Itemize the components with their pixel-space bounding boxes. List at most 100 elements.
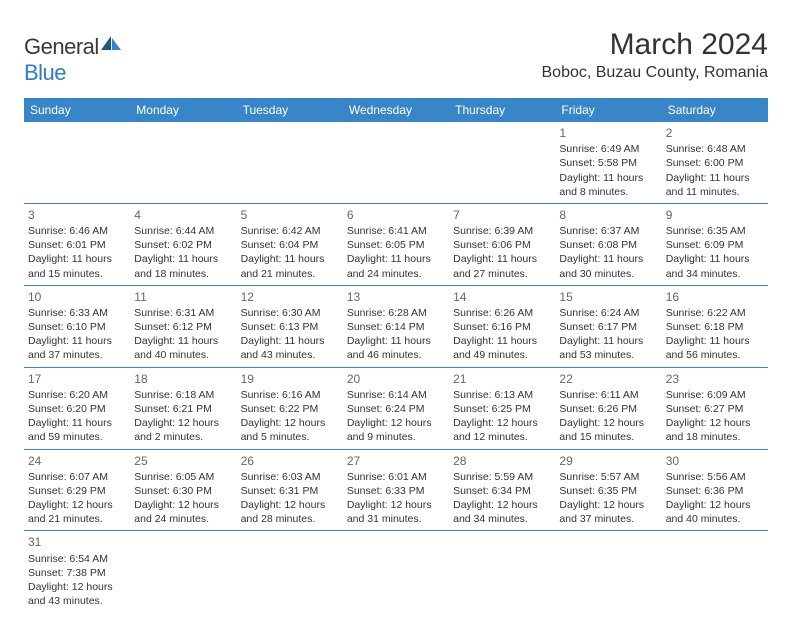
sunrise-line: Sunrise: 6:48 AM [666, 142, 764, 156]
daylight-line: Daylight: 11 hours [347, 334, 445, 348]
sunset-line: Sunset: 7:38 PM [28, 566, 126, 580]
sunrise-line: Sunrise: 6:37 AM [559, 224, 657, 238]
sunrise-line: Sunrise: 6:05 AM [134, 470, 232, 484]
daylight-line: Daylight: 12 hours [559, 416, 657, 430]
sunset-line: Sunset: 6:24 PM [347, 402, 445, 416]
sunset-line: Sunset: 6:17 PM [559, 320, 657, 334]
daylight-line: Daylight: 11 hours [666, 171, 764, 185]
daylight-line: Daylight: 11 hours [28, 334, 126, 348]
weekday-header: Friday [555, 98, 661, 122]
brand-text: GeneralBlue [24, 34, 123, 86]
week-row: 1Sunrise: 6:49 AMSunset: 5:58 PMDaylight… [24, 122, 768, 204]
sunset-line: Sunset: 6:26 PM [559, 402, 657, 416]
daylight-line: Daylight: 11 hours [666, 252, 764, 266]
day-number: 17 [28, 371, 126, 387]
sunrise-line: Sunrise: 6:33 AM [28, 306, 126, 320]
day-cell: 26Sunrise: 6:03 AMSunset: 6:31 PMDayligh… [237, 450, 343, 531]
daylight-line: Daylight: 11 hours [28, 416, 126, 430]
daylight-line: Daylight: 12 hours [347, 498, 445, 512]
sunrise-line: Sunrise: 6:03 AM [241, 470, 339, 484]
day-number: 22 [559, 371, 657, 387]
day-number: 25 [134, 453, 232, 469]
day-number: 7 [453, 207, 551, 223]
day-number: 6 [347, 207, 445, 223]
daylight-line: Daylight: 12 hours [453, 416, 551, 430]
daylight-line: Daylight: 11 hours [559, 252, 657, 266]
day-number: 30 [666, 453, 764, 469]
daylight-line: Daylight: 12 hours [134, 498, 232, 512]
sunrise-line: Sunrise: 6:26 AM [453, 306, 551, 320]
day-cell: 17Sunrise: 6:20 AMSunset: 6:20 PMDayligh… [24, 368, 130, 449]
sunset-line: Sunset: 6:30 PM [134, 484, 232, 498]
day-number: 26 [241, 453, 339, 469]
empty-cell [343, 531, 449, 612]
day-cell: 1Sunrise: 6:49 AMSunset: 5:58 PMDaylight… [555, 122, 661, 203]
daylight-line: Daylight: 12 hours [241, 498, 339, 512]
sunset-line: Sunset: 6:12 PM [134, 320, 232, 334]
day-cell: 6Sunrise: 6:41 AMSunset: 6:05 PMDaylight… [343, 204, 449, 285]
daylight-line: and 5 minutes. [241, 430, 339, 444]
daylight-line: and 28 minutes. [241, 512, 339, 526]
sunrise-line: Sunrise: 6:42 AM [241, 224, 339, 238]
empty-cell [24, 122, 130, 203]
daylight-line: and 31 minutes. [347, 512, 445, 526]
daylight-line: and 12 minutes. [453, 430, 551, 444]
sunset-line: Sunset: 6:08 PM [559, 238, 657, 252]
day-number: 16 [666, 289, 764, 305]
day-number: 27 [347, 453, 445, 469]
daylight-line: and 34 minutes. [666, 267, 764, 281]
daylight-line: Daylight: 12 hours [453, 498, 551, 512]
day-cell: 24Sunrise: 6:07 AMSunset: 6:29 PMDayligh… [24, 450, 130, 531]
weekday-header: Sunday [24, 98, 130, 122]
sunrise-line: Sunrise: 6:28 AM [347, 306, 445, 320]
sunrise-line: Sunrise: 6:30 AM [241, 306, 339, 320]
day-number: 28 [453, 453, 551, 469]
day-cell: 23Sunrise: 6:09 AMSunset: 6:27 PMDayligh… [662, 368, 768, 449]
day-cell: 30Sunrise: 5:56 AMSunset: 6:36 PMDayligh… [662, 450, 768, 531]
daylight-line: and 49 minutes. [453, 348, 551, 362]
daylight-line: Daylight: 12 hours [28, 498, 126, 512]
sunrise-line: Sunrise: 6:35 AM [666, 224, 764, 238]
weekday-header: Saturday [662, 98, 768, 122]
sunset-line: Sunset: 6:00 PM [666, 156, 764, 170]
day-number: 11 [134, 289, 232, 305]
week-row: 3Sunrise: 6:46 AMSunset: 6:01 PMDaylight… [24, 204, 768, 286]
daylight-line: and 8 minutes. [559, 185, 657, 199]
daylight-line: and 40 minutes. [666, 512, 764, 526]
sunset-line: Sunset: 6:16 PM [453, 320, 551, 334]
day-cell: 25Sunrise: 6:05 AMSunset: 6:30 PMDayligh… [130, 450, 236, 531]
empty-cell [343, 122, 449, 203]
daylight-line: Daylight: 11 hours [134, 252, 232, 266]
sunset-line: Sunset: 6:21 PM [134, 402, 232, 416]
day-cell: 8Sunrise: 6:37 AMSunset: 6:08 PMDaylight… [555, 204, 661, 285]
day-cell: 14Sunrise: 6:26 AMSunset: 6:16 PMDayligh… [449, 286, 555, 367]
day-number: 29 [559, 453, 657, 469]
day-number: 10 [28, 289, 126, 305]
day-number: 14 [453, 289, 551, 305]
title-block: March 2024 Boboc, Buzau County, Romania [542, 28, 769, 82]
empty-cell [237, 122, 343, 203]
sunrise-line: Sunrise: 6:24 AM [559, 306, 657, 320]
daylight-line: and 15 minutes. [559, 430, 657, 444]
daylight-line: and 43 minutes. [241, 348, 339, 362]
day-cell: 19Sunrise: 6:16 AMSunset: 6:22 PMDayligh… [237, 368, 343, 449]
daylight-line: and 40 minutes. [134, 348, 232, 362]
sunset-line: Sunset: 6:01 PM [28, 238, 126, 252]
sunrise-line: Sunrise: 6:39 AM [453, 224, 551, 238]
sunrise-line: Sunrise: 6:41 AM [347, 224, 445, 238]
daylight-line: Daylight: 11 hours [28, 252, 126, 266]
sunrise-line: Sunrise: 6:18 AM [134, 388, 232, 402]
daylight-line: Daylight: 11 hours [666, 334, 764, 348]
daylight-line: Daylight: 11 hours [453, 334, 551, 348]
daylight-line: and 37 minutes. [28, 348, 126, 362]
sunset-line: Sunset: 6:10 PM [28, 320, 126, 334]
weekday-header-row: SundayMondayTuesdayWednesdayThursdayFrid… [24, 98, 768, 122]
day-cell: 31Sunrise: 6:54 AMSunset: 7:38 PMDayligh… [24, 531, 130, 612]
day-cell: 10Sunrise: 6:33 AMSunset: 6:10 PMDayligh… [24, 286, 130, 367]
daylight-line: and 24 minutes. [134, 512, 232, 526]
page-title: March 2024 [542, 28, 769, 62]
daylight-line: and 34 minutes. [453, 512, 551, 526]
daylight-line: and 2 minutes. [134, 430, 232, 444]
day-number: 2 [666, 125, 764, 141]
sunrise-line: Sunrise: 6:16 AM [241, 388, 339, 402]
